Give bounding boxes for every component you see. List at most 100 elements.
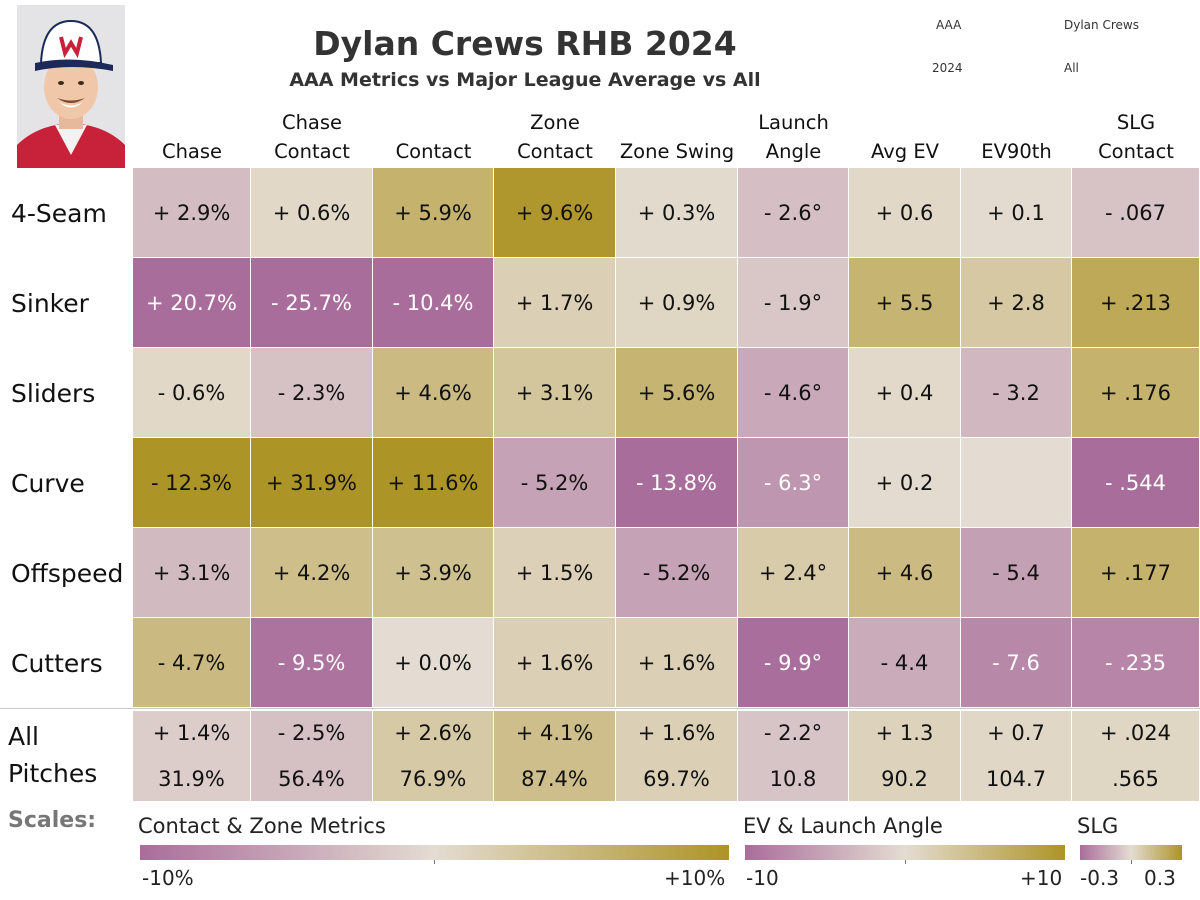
all-pitches-value: 87.4% bbox=[521, 767, 588, 791]
heatmap-cell: - 5.2% bbox=[494, 438, 616, 528]
heatmap-cell: - .544 bbox=[1072, 438, 1200, 528]
column-header-chase_contact: Chase Contact bbox=[251, 111, 373, 166]
filter-season[interactable]: 2024 bbox=[932, 61, 963, 75]
heatmap-cell: + 1.6% bbox=[494, 618, 616, 708]
heatmap-cell: + 0.1 bbox=[961, 168, 1072, 258]
page-subtitle: AAA Metrics vs Major League Average vs A… bbox=[289, 69, 761, 91]
legend-min-ev: -10 bbox=[746, 866, 779, 890]
heatmap-cell: + 4.6 bbox=[849, 528, 961, 618]
heatmap-cell: + 0.9% bbox=[616, 258, 738, 348]
heatmap-cell: + 11.6% bbox=[373, 438, 494, 528]
heatmap-cell: - 4.6° bbox=[738, 348, 849, 438]
all-pitches-value: 31.9% bbox=[158, 767, 225, 791]
all-pitches-diff: + 1.4% bbox=[152, 721, 231, 745]
legend-bar-slg bbox=[1080, 845, 1182, 860]
all-pitches-value: 69.7% bbox=[643, 767, 710, 791]
column-header-zone_contact: Zone Contact bbox=[494, 111, 616, 166]
row-header-sliders: Sliders bbox=[11, 378, 96, 408]
legend-max-contact: +10% bbox=[664, 866, 726, 890]
all-pitches-value: 76.9% bbox=[399, 767, 467, 791]
row-header-4-seam: 4-Seam bbox=[11, 198, 107, 228]
all-pitches-cell: + 2.6% 76.9% bbox=[373, 711, 494, 801]
all-pitches-diff: + 1.3 bbox=[875, 721, 934, 745]
all-pitches-value: .565 bbox=[1112, 767, 1159, 791]
filter-pitch[interactable]: All bbox=[1064, 61, 1079, 75]
column-header-line: Contact bbox=[1098, 140, 1174, 163]
all-pitches-cell: - 2.5% 56.4% bbox=[251, 711, 373, 801]
heatmap-cell bbox=[961, 438, 1072, 528]
all-pitches-cell: + 0.7 104.7 bbox=[961, 711, 1072, 801]
row-header-line: All bbox=[8, 722, 39, 751]
heatmap-cell: + 2.9% bbox=[133, 168, 251, 258]
all-pitches-diff: + 1.6% bbox=[637, 721, 716, 745]
heatmap-cell: + 9.6% bbox=[494, 168, 616, 258]
heatmap-cell: - 10.4% bbox=[373, 258, 494, 348]
heatmap-cell: + 4.2% bbox=[251, 528, 373, 618]
all-pitches-diff: - 2.5% bbox=[277, 721, 346, 745]
heatmap-cell: + 3.1% bbox=[133, 528, 251, 618]
column-header-contact: Contact bbox=[373, 112, 494, 166]
heatmap-cell: - 9.5% bbox=[251, 618, 373, 708]
all-pitches-value: 56.4% bbox=[278, 767, 345, 791]
all-pitches-cell: + .024 .565 bbox=[1072, 711, 1200, 801]
filter-level[interactable]: AAA bbox=[936, 18, 962, 32]
column-header-line: Contact bbox=[517, 140, 593, 163]
column-header-launch_angle: Launch Angle bbox=[738, 111, 849, 166]
heatmap-cell: - 1.9° bbox=[738, 258, 849, 348]
heatmap-cell: + 0.6% bbox=[251, 168, 373, 258]
heatmap-cell: + 0.3% bbox=[616, 168, 738, 258]
heatmap-cell: + 5.9% bbox=[373, 168, 494, 258]
heatmap-cell: + 5.5 bbox=[849, 258, 961, 348]
player-photo bbox=[17, 5, 125, 168]
column-header-ev90th: EV90th bbox=[961, 112, 1072, 166]
legend-max-slg: 0.3 bbox=[1144, 866, 1176, 890]
heatmap-cell: + 3.1% bbox=[494, 348, 616, 438]
heatmap-cell: + 2.8 bbox=[961, 258, 1072, 348]
legend-max-ev: +10 bbox=[1020, 866, 1063, 890]
all-pitches-cell: - 2.2° 10.8 bbox=[738, 711, 849, 801]
column-header-line: Zone Swing bbox=[619, 140, 735, 163]
heatmap-cell: - 3.2 bbox=[961, 348, 1072, 438]
heatmap-cell: - 5.4 bbox=[961, 528, 1072, 618]
heatmap-cell: + 5.6% bbox=[616, 348, 738, 438]
heatmap-cell: + .176 bbox=[1072, 348, 1200, 438]
legend-title-ev: EV & Launch Angle bbox=[743, 814, 943, 838]
column-header-zone_swing: Zone Swing bbox=[616, 112, 738, 166]
column-header-line: Chase bbox=[161, 140, 223, 163]
filter-player[interactable]: Dylan Crews bbox=[1064, 18, 1139, 32]
row-header-cutters: Cutters bbox=[11, 648, 103, 678]
row-header-line: Pitches bbox=[8, 759, 98, 788]
all-pitches-diff: + 0.7 bbox=[987, 721, 1045, 745]
heatmap-cell: - 0.6% bbox=[133, 348, 251, 438]
column-header-line: Contact bbox=[395, 140, 472, 163]
heatmap-cell: - .235 bbox=[1072, 618, 1200, 708]
all-pitches-cell: + 1.3 90.2 bbox=[849, 711, 961, 801]
legend-tick-slg-mid bbox=[1131, 860, 1132, 864]
heatmap-cell: - 25.7% bbox=[251, 258, 373, 348]
column-header-line: Avg EV bbox=[871, 140, 939, 163]
heatmap-cell: + 2.4° bbox=[738, 528, 849, 618]
heatmap-cell: + 3.9% bbox=[373, 528, 494, 618]
heatmap-cell: + 1.7% bbox=[494, 258, 616, 348]
heatmap-cell: + .213 bbox=[1072, 258, 1200, 348]
row-header-offspeed: Offspeed bbox=[11, 558, 124, 588]
heatmap-cell: + 1.6% bbox=[616, 618, 738, 708]
column-header-line: Chase bbox=[281, 111, 343, 134]
scales-heading: Scales: bbox=[8, 808, 97, 833]
legend-tick-ev-mid bbox=[905, 860, 906, 864]
heatmap-cell: - .067 bbox=[1072, 168, 1200, 258]
heatmap-cell: - 5.2% bbox=[616, 528, 738, 618]
column-header-chase: Chase bbox=[133, 112, 251, 166]
all-pitches-diff: + 4.1% bbox=[515, 721, 594, 745]
column-header-line: Angle bbox=[765, 140, 822, 163]
legend-title-contact: Contact & Zone Metrics bbox=[138, 814, 386, 838]
heatmap-cell: - 2.6° bbox=[738, 168, 849, 258]
heatmap-cell: - 6.3° bbox=[738, 438, 849, 528]
all-pitches-diff: - 2.2° bbox=[763, 721, 823, 745]
heatmap-cell: + 0.0% bbox=[373, 618, 494, 708]
all-pitches-diff: + .024 bbox=[1099, 721, 1172, 745]
column-header-line: SLG bbox=[1116, 111, 1156, 134]
all-pitches-value: 90.2 bbox=[881, 767, 928, 791]
heatmap-cell: + 0.2 bbox=[849, 438, 961, 528]
column-header-line: Contact bbox=[274, 140, 350, 163]
